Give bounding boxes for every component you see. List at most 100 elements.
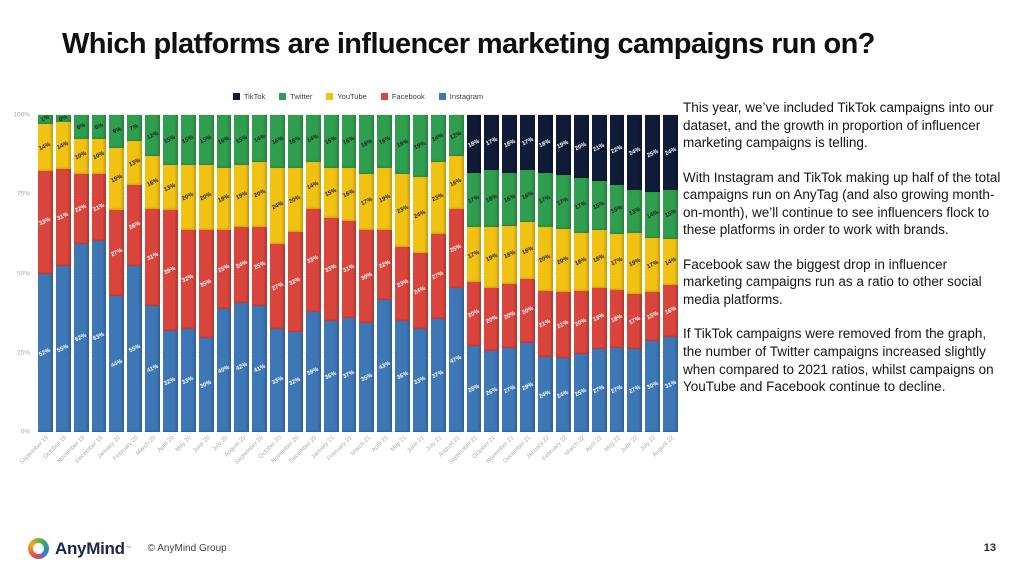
- segment-value-label: 15%: [199, 134, 213, 146]
- segment-value-label: 16%: [270, 136, 285, 147]
- segment-value-label: 35%: [199, 278, 213, 290]
- segment-instagram: 35%: [359, 323, 375, 432]
- legend-label: YouTube: [337, 91, 367, 101]
- segment-value-label: 13%: [163, 182, 178, 193]
- segment-instagram: 29%: [520, 342, 536, 433]
- segment-twitter: 16%: [520, 169, 536, 222]
- segment-instagram: 24%: [555, 357, 571, 432]
- segment-value-label: 17%: [467, 249, 481, 261]
- segment-value-label: 25%: [217, 263, 231, 275]
- segment-instagram: 37%: [430, 318, 446, 432]
- segment-twitter: 12%: [448, 115, 464, 157]
- segment-value-label: 28%: [467, 383, 481, 395]
- segment-facebook: 31%: [145, 209, 161, 306]
- x-tick-label: June 21: [406, 435, 426, 455]
- bar-march-22: 20% 17% 18% 20% 25%: [573, 115, 589, 433]
- commentary-paragraph: If TikTok campaigns were removed from th…: [683, 326, 994, 395]
- segment-value-label: 17%: [628, 315, 642, 327]
- copyright-text: © AnyMind Group: [147, 543, 227, 554]
- segment-value-label: 63%: [92, 331, 106, 343]
- segment-twitter: 6%: [91, 115, 107, 139]
- segment-facebook: 27%: [430, 234, 446, 319]
- segment-youtube: 15%: [323, 167, 339, 218]
- segment-value-label: 15%: [610, 204, 624, 215]
- segment-value-label: 17%: [610, 256, 624, 268]
- segment-facebook: 21%: [91, 173, 107, 242]
- segment-twitter: 7%: [127, 115, 143, 142]
- segment-facebook: 27%: [109, 209, 125, 296]
- segment-value-label: 17%: [538, 194, 553, 206]
- segment-value-label: 13%: [628, 206, 642, 217]
- segment-facebook: 25%: [448, 209, 464, 289]
- segment-facebook: 27%: [270, 244, 286, 330]
- brand-name: AnyMind: [55, 538, 125, 558]
- segment-instagram: 44%: [109, 295, 125, 432]
- segment-youtube: 13%: [127, 141, 143, 186]
- segment-value-label: 32%: [163, 376, 178, 387]
- segment-twitter: 16%: [502, 173, 518, 226]
- segment-value-label: 30%: [199, 379, 213, 391]
- segment-facebook: 39%: [163, 209, 178, 332]
- bar-june-22: 24% 13% 19% 17% 27%: [627, 115, 643, 432]
- segment-value-label: 20%: [288, 194, 303, 206]
- segment-facebook: 17%: [627, 293, 643, 349]
- segment-value-label: 20%: [574, 141, 588, 153]
- segment-twitter: 15%: [663, 189, 678, 239]
- segment-twitter: 9%: [109, 115, 125, 148]
- bar-august-21: 12% 16% 25% 47%: [448, 115, 464, 432]
- segment-facebook: 20%: [520, 279, 536, 343]
- legend-label: Facebook: [391, 91, 425, 101]
- segment-youtube: 16%: [448, 156, 464, 210]
- segment-twitter: 16%: [341, 115, 357, 168]
- segment-instagram: 27%: [502, 347, 518, 433]
- segment-twitter: 12%: [145, 115, 161, 157]
- segment-value-label: 17%: [645, 259, 660, 271]
- segment-value-label: 23%: [395, 205, 410, 216]
- segment-facebook: 23%: [395, 247, 411, 321]
- segment-facebook: 26%: [127, 185, 143, 267]
- segment-value-label: 13%: [128, 157, 142, 169]
- segment-instagram: 25%: [573, 354, 589, 433]
- segment-instagram: 62%: [73, 244, 89, 432]
- segment-value-label: 27%: [110, 247, 124, 259]
- segment-value-label: 41%: [145, 363, 160, 375]
- segment-value-label: 19%: [485, 252, 499, 264]
- segment-value-label: 27%: [628, 384, 642, 396]
- legend-item-instagram: Instagram: [438, 92, 483, 101]
- segment-twitter: 15%: [180, 115, 196, 165]
- x-axis-labels: September 19 October 19 November 19 Decembe…: [10, 432, 678, 478]
- bar-november-20: 16% 20% 32% 32%: [288, 115, 303, 432]
- x-tick-label: March 21: [349, 435, 372, 457]
- segment-facebook: 31%: [55, 169, 71, 266]
- segment-facebook: 30%: [359, 229, 375, 324]
- segment-value-label: 24%: [663, 147, 678, 158]
- segment-youtube: 17%: [359, 173, 375, 230]
- segment-youtube: 20%: [555, 229, 571, 293]
- legend-label: Twitter: [290, 91, 313, 101]
- segment-facebook: 25%: [252, 226, 268, 306]
- segment-value-label: 14%: [306, 133, 321, 144]
- segment-value-label: 16%: [663, 305, 678, 317]
- segment-youtube: 20%: [288, 167, 303, 233]
- segment-instagram: 32%: [163, 331, 178, 432]
- segment-value-label: 19%: [628, 258, 642, 269]
- segment-facebook: 16%: [663, 285, 678, 338]
- segment-value-label: 27%: [503, 384, 517, 396]
- segment-value-label: 22%: [74, 203, 88, 215]
- segment-value-label: 7%: [129, 123, 140, 133]
- legend-item-twitter: Twitter: [279, 92, 312, 101]
- segment-facebook: 19%: [591, 287, 607, 349]
- segment-facebook: 24%: [413, 252, 428, 330]
- segment-value-label: 19%: [217, 193, 231, 205]
- segment-facebook: 32%: [180, 229, 196, 330]
- segment-youtube: 18%: [591, 230, 607, 288]
- segment-value-label: 33%: [413, 375, 428, 386]
- segment-youtube: 18%: [573, 233, 589, 291]
- segment-instagram: 33%: [413, 329, 428, 432]
- segment-value-label: 24%: [270, 200, 285, 212]
- segment-value-label: 10%: [74, 150, 88, 162]
- segment-value-label: 36%: [324, 370, 338, 382]
- segment-value-label: 17%: [360, 196, 374, 207]
- segment-value-label: 15%: [592, 200, 606, 212]
- segment-value-label: 21%: [92, 202, 106, 213]
